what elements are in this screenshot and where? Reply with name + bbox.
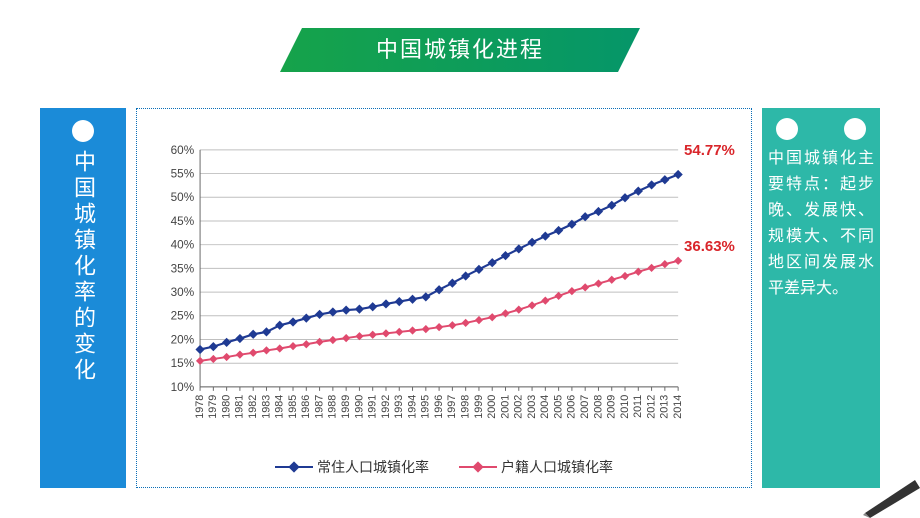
svg-text:2014: 2014 bbox=[672, 395, 684, 419]
svg-text:15%: 15% bbox=[171, 357, 195, 370]
svg-text:1989: 1989 bbox=[340, 395, 352, 419]
svg-text:20%: 20% bbox=[171, 333, 195, 346]
svg-text:1995: 1995 bbox=[420, 395, 432, 419]
bullet-icon bbox=[776, 118, 798, 140]
svg-text:1997: 1997 bbox=[446, 395, 458, 419]
svg-text:2008: 2008 bbox=[592, 395, 604, 419]
svg-text:2005: 2005 bbox=[552, 395, 564, 419]
svg-text:1979: 1979 bbox=[207, 395, 219, 419]
svg-text:2007: 2007 bbox=[579, 395, 591, 419]
left-panel-label: 中国城镇化率的变化 bbox=[67, 150, 99, 384]
svg-text:2004: 2004 bbox=[539, 395, 551, 419]
svg-text:2006: 2006 bbox=[566, 395, 578, 419]
svg-text:1993: 1993 bbox=[393, 395, 405, 419]
line-chart: 10% 15% 20% 25% 30% 35% 40% 45% 50% 55% 60% 1978197… bbox=[155, 123, 733, 451]
legend-label-1: 户籍人口城镇化率 bbox=[501, 457, 613, 477]
svg-text:2013: 2013 bbox=[659, 395, 671, 419]
plot-area: 10% 15% 20% 25% 30% 35% 40% 45% 50% 55% 60% 1978197… bbox=[155, 123, 733, 451]
svg-text:2011: 2011 bbox=[632, 395, 644, 418]
series-end-label-0: 54.77% bbox=[684, 142, 735, 159]
svg-text:55%: 55% bbox=[171, 167, 195, 180]
svg-text:35%: 35% bbox=[171, 262, 195, 275]
svg-text:60%: 60% bbox=[171, 144, 195, 157]
svg-text:1999: 1999 bbox=[473, 395, 485, 419]
svg-text:1991: 1991 bbox=[367, 395, 379, 419]
svg-text:30%: 30% bbox=[171, 286, 195, 299]
svg-text:2003: 2003 bbox=[526, 395, 538, 419]
right-panel: 中国城镇化主要特点：起步晚、发展快、规模大、不同地区间发展水平差异大。 bbox=[762, 108, 880, 488]
svg-text:1990: 1990 bbox=[353, 395, 365, 419]
svg-text:1981: 1981 bbox=[234, 395, 246, 419]
title-banner: 中国城镇化进程 bbox=[280, 28, 640, 72]
series-end-label-1: 36.63% bbox=[684, 238, 735, 255]
right-panel-text: 中国城镇化主要特点：起步晚、发展快、规模大、不同地区间发展水平差异大。 bbox=[768, 146, 874, 302]
content-row: 中国城镇化率的变化 10% 15% 20% 25% 30% 35% 40% 45% 50% 55%… bbox=[40, 108, 880, 488]
svg-text:2009: 2009 bbox=[606, 395, 618, 419]
svg-text:1988: 1988 bbox=[327, 395, 339, 419]
legend-item-1: 户籍人口城镇化率 bbox=[459, 457, 613, 477]
legend: 常住人口城镇化率 户籍人口城镇化率 bbox=[155, 457, 733, 477]
svg-text:1980: 1980 bbox=[220, 395, 232, 419]
legend-item-0: 常住人口城镇化率 bbox=[275, 457, 429, 477]
svg-text:10%: 10% bbox=[171, 381, 195, 394]
svg-text:50%: 50% bbox=[171, 191, 195, 204]
svg-text:1996: 1996 bbox=[433, 395, 445, 419]
svg-text:1978: 1978 bbox=[194, 395, 206, 419]
pen-icon bbox=[830, 468, 920, 518]
svg-text:2001: 2001 bbox=[499, 395, 511, 419]
svg-text:1987: 1987 bbox=[313, 395, 325, 419]
left-panel: 中国城镇化率的变化 bbox=[40, 108, 126, 488]
legend-label-0: 常住人口城镇化率 bbox=[317, 457, 429, 477]
svg-text:40%: 40% bbox=[171, 239, 195, 252]
svg-text:2000: 2000 bbox=[486, 395, 498, 419]
svg-text:1984: 1984 bbox=[274, 395, 286, 419]
bullet-icon bbox=[72, 120, 94, 142]
chart-container: 10% 15% 20% 25% 30% 35% 40% 45% 50% 55% 60% 1978197… bbox=[136, 108, 752, 488]
svg-text:25%: 25% bbox=[171, 310, 195, 323]
svg-text:1985: 1985 bbox=[287, 395, 299, 419]
svg-text:2012: 2012 bbox=[645, 395, 657, 419]
svg-text:2002: 2002 bbox=[513, 395, 525, 419]
svg-text:2010: 2010 bbox=[619, 395, 631, 419]
svg-text:1994: 1994 bbox=[406, 395, 418, 419]
svg-text:1998: 1998 bbox=[460, 395, 472, 419]
svg-text:1992: 1992 bbox=[380, 395, 392, 419]
svg-text:1983: 1983 bbox=[260, 395, 272, 419]
bullet-icon bbox=[844, 118, 866, 140]
svg-text:1982: 1982 bbox=[247, 395, 259, 419]
svg-text:45%: 45% bbox=[171, 215, 195, 228]
page-title: 中国城镇化进程 bbox=[280, 28, 640, 72]
svg-text:1986: 1986 bbox=[300, 395, 312, 419]
